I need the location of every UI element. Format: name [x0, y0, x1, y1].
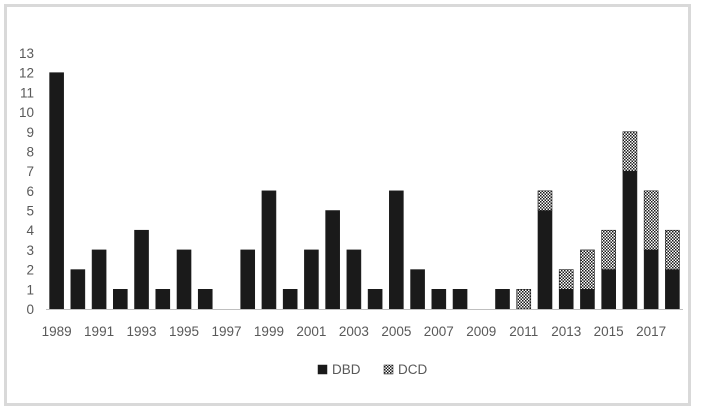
y-tick-label: 4 — [26, 223, 34, 238]
x-axis: 1989 1991 1993 1995 1997 1999 2001 2003 2005 2007… — [42, 309, 683, 339]
y-tick-label: 12 — [19, 66, 34, 81]
x-tick-label: 1999 — [254, 324, 284, 339]
bar-dbd-2017 — [643, 249, 659, 310]
y-tick-label: 9 — [26, 125, 34, 140]
bar-dbd-1998 — [240, 249, 256, 310]
bar-dbd-2007 — [431, 289, 447, 310]
bar-dcd-2016 — [622, 131, 638, 172]
x-tick-label: 2017 — [636, 324, 666, 339]
legend-label-dbd: DBD — [332, 362, 361, 377]
x-tick-label: 1995 — [169, 324, 199, 339]
bar-dbd-1995 — [176, 249, 192, 310]
x-tick-label: 2009 — [466, 324, 496, 339]
y-tick-label: 5 — [26, 204, 34, 219]
x-tick-label: 2003 — [339, 324, 369, 339]
x-tick-label: 2005 — [381, 324, 411, 339]
bar-dcd-2015 — [601, 229, 616, 270]
y-tick-label: 1 — [26, 282, 34, 297]
y-tick-label: 11 — [20, 85, 34, 100]
bar-dbd-2013 — [558, 289, 574, 310]
x-tick-label: 2007 — [424, 324, 454, 339]
bar-dbd-1989 — [49, 72, 64, 310]
x-tick-label: 2011 — [509, 324, 538, 339]
y-tick-label: 13 — [19, 46, 34, 61]
x-tick-label: 2015 — [594, 324, 624, 339]
bar-dcd-2017 — [643, 190, 659, 251]
bar-dcd-2011 — [516, 289, 532, 310]
bars — [49, 72, 680, 310]
bar-dbd-1992 — [113, 289, 128, 310]
bar-dbd-2012 — [537, 210, 553, 310]
x-tick-label: 2001 — [296, 324, 326, 339]
bar-dbd-2016 — [622, 170, 638, 310]
x-tick-label: 1997 — [211, 324, 241, 339]
y-tick-label: 0 — [26, 302, 34, 317]
bar-dbd-2000 — [282, 289, 298, 310]
bar-dbd-2010 — [495, 289, 510, 310]
bar-dbd-2005 — [389, 190, 404, 310]
legend-label-dcd: DCD — [398, 362, 427, 377]
bar-dbd-2008 — [452, 289, 468, 310]
bar-dbd-1994 — [155, 289, 171, 310]
bar-dbd-2001 — [304, 249, 319, 310]
bar-dcd-2012 — [537, 190, 553, 211]
y-tick-label: 2 — [26, 263, 34, 278]
bar-dbd-2002 — [325, 210, 340, 310]
bar-dbd-2018 — [665, 269, 680, 310]
x-tick-label: 1993 — [127, 324, 157, 339]
bar-dbd-1996 — [197, 289, 213, 310]
y-tick-label: 10 — [19, 105, 34, 120]
bar-dbd-2014 — [580, 289, 595, 310]
bar-dbd-1990 — [70, 269, 86, 310]
y-tick-label: 8 — [26, 144, 34, 159]
bar-dbd-2003 — [346, 249, 362, 310]
x-tick-label: 1989 — [42, 324, 72, 339]
bar-dcd-2014 — [580, 249, 595, 290]
x-tick-label: 2013 — [551, 324, 581, 339]
y-tick-label: 7 — [26, 164, 34, 179]
bar-dbd-2006 — [410, 269, 425, 310]
bar-dbd-1993 — [134, 229, 149, 310]
bar-dcd-2013 — [558, 269, 574, 290]
legend: DBD DCD — [317, 362, 427, 377]
bar-dbd-1999 — [261, 190, 277, 310]
bar-dcd-2018 — [665, 229, 680, 270]
y-tick-label: 3 — [26, 243, 34, 258]
bar-dbd-2015 — [601, 269, 616, 310]
x-tick-label: 1991 — [84, 324, 114, 339]
chart-frame — [4, 4, 691, 406]
bar-dbd-1991 — [91, 249, 107, 310]
y-tick-label: 6 — [26, 184, 34, 199]
legend-swatch-dbd — [317, 364, 328, 375]
bar-dbd-2004 — [367, 289, 383, 310]
legend-swatch-dcd — [383, 364, 394, 375]
